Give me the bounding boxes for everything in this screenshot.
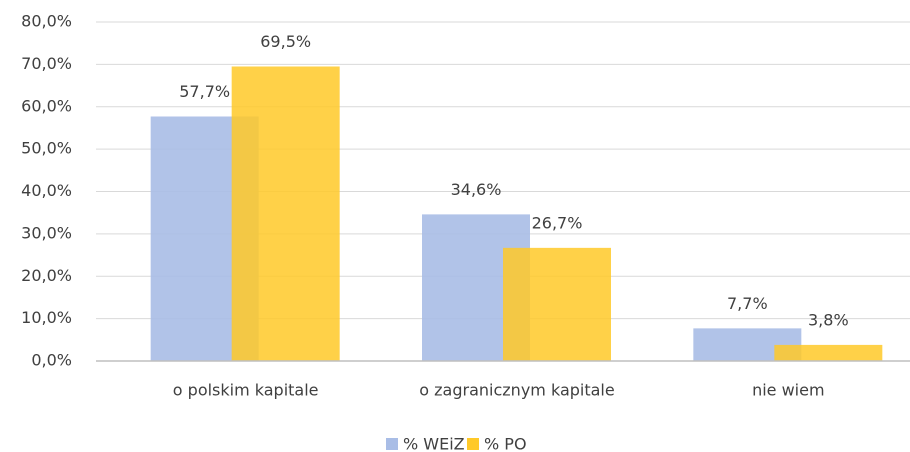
bar: [774, 344, 883, 361]
value-label: 34,6%: [451, 180, 502, 199]
value-label: 3,8%: [808, 310, 849, 329]
y-tick-label: 20,0%: [21, 266, 72, 285]
y-tick-label: 0,0%: [31, 351, 72, 370]
value-label: 26,7%: [532, 213, 583, 232]
y-tick-label: 70,0%: [21, 54, 72, 73]
x-tick-label: o polskim kapitale: [173, 381, 319, 400]
x-tick-label: nie wiem: [752, 381, 824, 400]
legend-label: % PO: [484, 435, 527, 452]
value-label: 69,5%: [260, 32, 311, 51]
legend-swatch: [386, 438, 398, 450]
value-label: 7,7%: [727, 294, 768, 313]
y-tick-label: 40,0%: [21, 181, 72, 200]
legend-swatch: [467, 438, 479, 450]
y-tick-label: 60,0%: [21, 96, 72, 115]
bar: [231, 66, 340, 362]
x-tick-label: o zagranicznym kapitale: [419, 381, 614, 400]
y-tick-label: 50,0%: [21, 139, 72, 158]
bar: [503, 247, 611, 361]
legend-label: % WEiZ: [403, 435, 465, 452]
value-label: 57,7%: [179, 82, 230, 101]
y-tick-label: 10,0%: [21, 308, 72, 327]
y-tick-label: 80,0%: [21, 12, 72, 31]
y-tick-label: 30,0%: [21, 223, 72, 242]
